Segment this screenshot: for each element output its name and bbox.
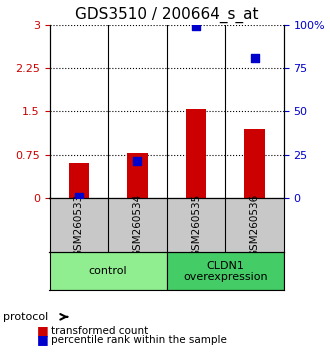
Text: CLDN1
overexpression: CLDN1 overexpression: [183, 261, 268, 282]
Bar: [244, 129, 265, 198]
Point: [76, 194, 82, 200]
Text: transformed count: transformed count: [51, 326, 148, 336]
Bar: [127, 153, 148, 198]
Point: [252, 55, 257, 61]
Point: [193, 23, 199, 28]
Text: ■: ■: [37, 333, 49, 346]
Bar: [69, 164, 89, 198]
Text: GSM260534: GSM260534: [132, 194, 142, 257]
Text: GSM260536: GSM260536: [249, 194, 259, 257]
Text: GSM260535: GSM260535: [191, 194, 201, 257]
Text: control: control: [89, 266, 127, 276]
Text: protocol: protocol: [3, 312, 49, 322]
Text: ■: ■: [37, 325, 49, 337]
Bar: [167, 252, 284, 290]
Point: [135, 158, 140, 164]
Text: percentile rank within the sample: percentile rank within the sample: [51, 335, 227, 345]
Text: GSM260533: GSM260533: [74, 194, 84, 257]
Bar: [50, 252, 167, 290]
Title: GDS3510 / 200664_s_at: GDS3510 / 200664_s_at: [75, 7, 258, 23]
Bar: [186, 109, 206, 198]
